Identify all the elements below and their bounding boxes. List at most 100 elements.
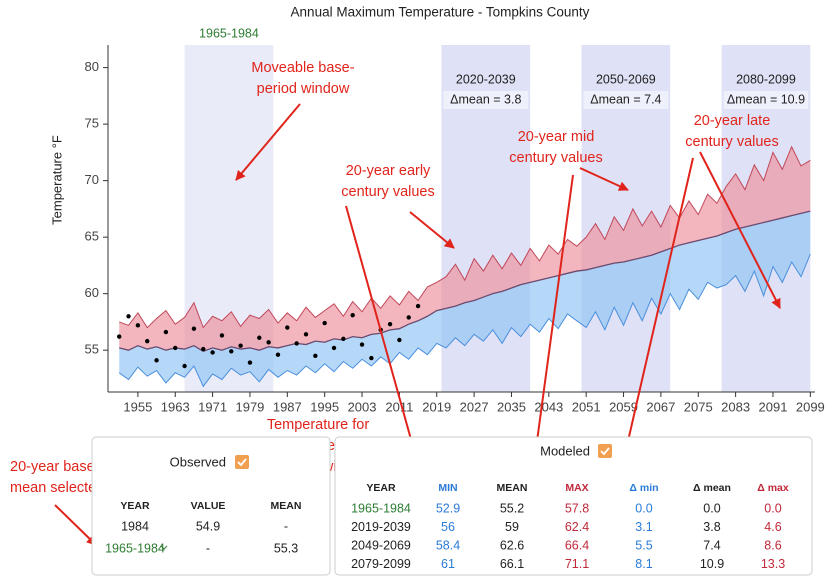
table-cell: 10.9 (700, 557, 724, 571)
table-cell: 13.3 (761, 557, 785, 571)
table-cell: 4.6 (764, 520, 781, 534)
table-cell: 1984 (121, 519, 149, 533)
y-tick-label: 70 (85, 172, 99, 187)
band-area (119, 211, 811, 387)
column-header: MEAN (497, 482, 528, 494)
x-tick-label: 2035 (497, 399, 526, 414)
annotation-text: century values (685, 134, 779, 150)
column-header: Δ max (757, 482, 789, 494)
window-label: 2020-2039 (456, 72, 516, 86)
table-cell: 8.6 (764, 538, 781, 552)
observed-point (154, 358, 159, 363)
table-cell: - (206, 541, 210, 555)
x-tick-label: 1979 (235, 399, 264, 414)
panel-title: Observed (170, 454, 226, 469)
observed-point (126, 314, 131, 319)
observed-point (182, 363, 187, 369)
y-tick-label: 80 (85, 59, 99, 74)
annotation-text: century values (509, 150, 603, 166)
observed-point (387, 321, 393, 327)
column-header: MAX (565, 482, 588, 494)
observed-point (117, 334, 122, 339)
observed-point (275, 352, 281, 357)
checkbox[interactable] (235, 455, 249, 469)
checkbox-check (600, 447, 610, 456)
x-tick-label: 2059 (609, 399, 638, 414)
observed-point (257, 335, 262, 340)
table-cell: 52.9 (436, 501, 460, 515)
column-header: YEAR (366, 482, 396, 494)
table-cell: 7.4 (703, 538, 720, 552)
column-header: Δ mean (693, 482, 731, 494)
observed-point (145, 338, 150, 344)
annotation-arrow (54, 504, 97, 546)
annotation-arrow (409, 211, 455, 249)
panel-title: Modeled (540, 443, 590, 458)
table-cell: 1965-1984 (105, 541, 165, 555)
table-cell: 55.3 (274, 541, 298, 555)
table-cell: 0.0 (703, 501, 720, 515)
x-tick-label: 1995 (310, 399, 339, 414)
x-tick-label: 2075 (684, 399, 713, 414)
window-note: Δmean = 3.8 (450, 92, 521, 106)
checkbox-box[interactable] (598, 444, 612, 458)
window-note-bg (583, 91, 669, 109)
observed-point (322, 320, 327, 326)
chart-title: Annual Maximum Temperature - Tompkins Co… (291, 5, 590, 20)
observed-point (341, 336, 346, 342)
window-note-bg (723, 91, 809, 109)
observed-point (266, 340, 271, 345)
x-tick-label: 2043 (534, 399, 563, 414)
column-header: MIN (438, 482, 457, 494)
table-cell: 8.1 (635, 557, 652, 571)
annotation-text: mean selected (10, 480, 104, 496)
checkbox-box[interactable] (235, 455, 249, 469)
annotation-text: 20-year early (346, 163, 431, 179)
table-cell: 71.1 (565, 557, 589, 571)
annotation-text: 20-year late (694, 113, 771, 129)
column-header: YEAR (120, 500, 150, 512)
table-cell: 62.6 (500, 538, 524, 552)
y-tick-label: 75 (85, 116, 99, 131)
observed-point (191, 326, 197, 331)
table-cell: 2079-2099 (351, 557, 411, 571)
x-tick-label: 2067 (646, 399, 675, 414)
dropdown-chevron[interactable] (160, 545, 168, 550)
table-cell: 0.0 (764, 501, 781, 515)
series-line (119, 210, 811, 353)
checkbox[interactable] (598, 444, 612, 458)
table-cell: 58.4 (436, 538, 460, 552)
annotation-text: 20-year mid (518, 129, 595, 145)
observed-point (303, 332, 309, 337)
window-label: 1965-1984 (199, 26, 259, 40)
observed-point (406, 315, 411, 320)
x-tick-label: 2027 (460, 399, 489, 414)
x-tick-label: 1971 (198, 399, 227, 414)
annotation-text: Temperature for (267, 417, 370, 433)
y-axis-label: Temperature °F (49, 135, 64, 225)
observed-point (397, 337, 402, 343)
observed-point (247, 360, 253, 365)
table-cell: 2019-2039 (351, 520, 411, 534)
series-line (118, 253, 811, 388)
observed-point (313, 353, 318, 359)
observed-point (229, 349, 234, 354)
table-cell: 59 (505, 520, 519, 534)
observed-point (350, 312, 355, 318)
modeled-panel (334, 436, 813, 576)
table-cell: 1965-1984 (351, 501, 411, 515)
table-cell: - (284, 519, 288, 533)
checkbox-check (237, 458, 247, 467)
series-line (119, 145, 811, 329)
observed-point (369, 355, 374, 361)
annotation-text: century values (341, 184, 435, 200)
observed-point (294, 341, 299, 346)
observed-point (135, 323, 141, 328)
annotation-arrow (235, 103, 301, 181)
annotation-text: period window (257, 81, 350, 97)
window-note: Δmean = 10.9 (727, 92, 805, 106)
annotation-arrow (579, 167, 629, 191)
x-tick-label: 2099 (796, 399, 825, 414)
x-tick-label: 2019 (422, 399, 451, 414)
table-cell: 54.9 (196, 519, 220, 533)
